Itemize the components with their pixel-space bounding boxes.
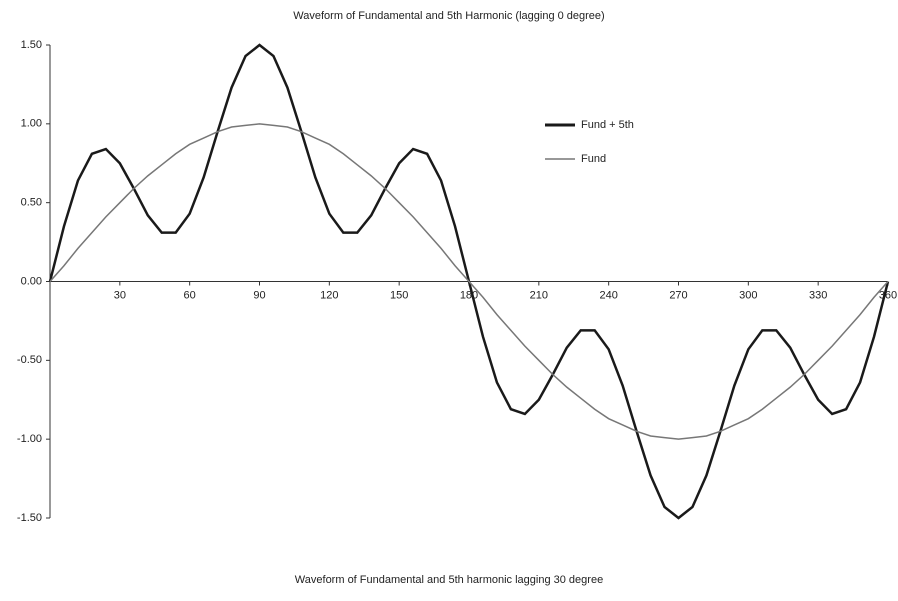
x-axis-label: Waveform of Fundamental and 5th harmonic… bbox=[295, 574, 603, 586]
chart: Waveform of Fundamental and 5th Harmonic… bbox=[0, 0, 898, 601]
x-tick-label: 270 bbox=[669, 289, 687, 301]
x-tick-label: 300 bbox=[739, 289, 757, 301]
chart-title: Waveform of Fundamental and 5th Harmonic… bbox=[293, 10, 604, 22]
y-tick-label: -1.00 bbox=[17, 433, 42, 445]
x-tick-label: 240 bbox=[599, 289, 617, 301]
x-tick-label: 120 bbox=[320, 289, 338, 301]
x-tick-label: 180 bbox=[460, 289, 478, 301]
x-tick-label: 330 bbox=[809, 289, 827, 301]
x-tick-label: 150 bbox=[390, 289, 408, 301]
x-tick-label: 90 bbox=[253, 289, 265, 301]
y-tick-label: 1.00 bbox=[21, 118, 42, 130]
y-tick-label: 0.00 bbox=[21, 275, 42, 287]
y-tick-label: 0.50 bbox=[21, 197, 42, 209]
x-tick-label: 60 bbox=[184, 289, 196, 301]
x-tick-label: 30 bbox=[114, 289, 126, 301]
y-tick-label: -0.50 bbox=[17, 354, 42, 366]
y-tick-label: 1.50 bbox=[21, 39, 42, 51]
legend-label: Fund bbox=[581, 153, 606, 165]
y-tick-label: -1.50 bbox=[17, 512, 42, 524]
x-tick-label: 360 bbox=[879, 289, 897, 301]
x-tick-label: 210 bbox=[530, 289, 548, 301]
legend-label: Fund + 5th bbox=[581, 119, 634, 131]
